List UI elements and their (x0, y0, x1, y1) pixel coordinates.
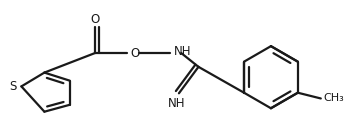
Text: NH: NH (174, 45, 191, 58)
Text: O: O (90, 13, 100, 26)
Text: NH: NH (168, 97, 185, 110)
Text: CH₃: CH₃ (323, 93, 344, 103)
Text: O: O (130, 47, 139, 60)
Text: S: S (10, 80, 17, 93)
